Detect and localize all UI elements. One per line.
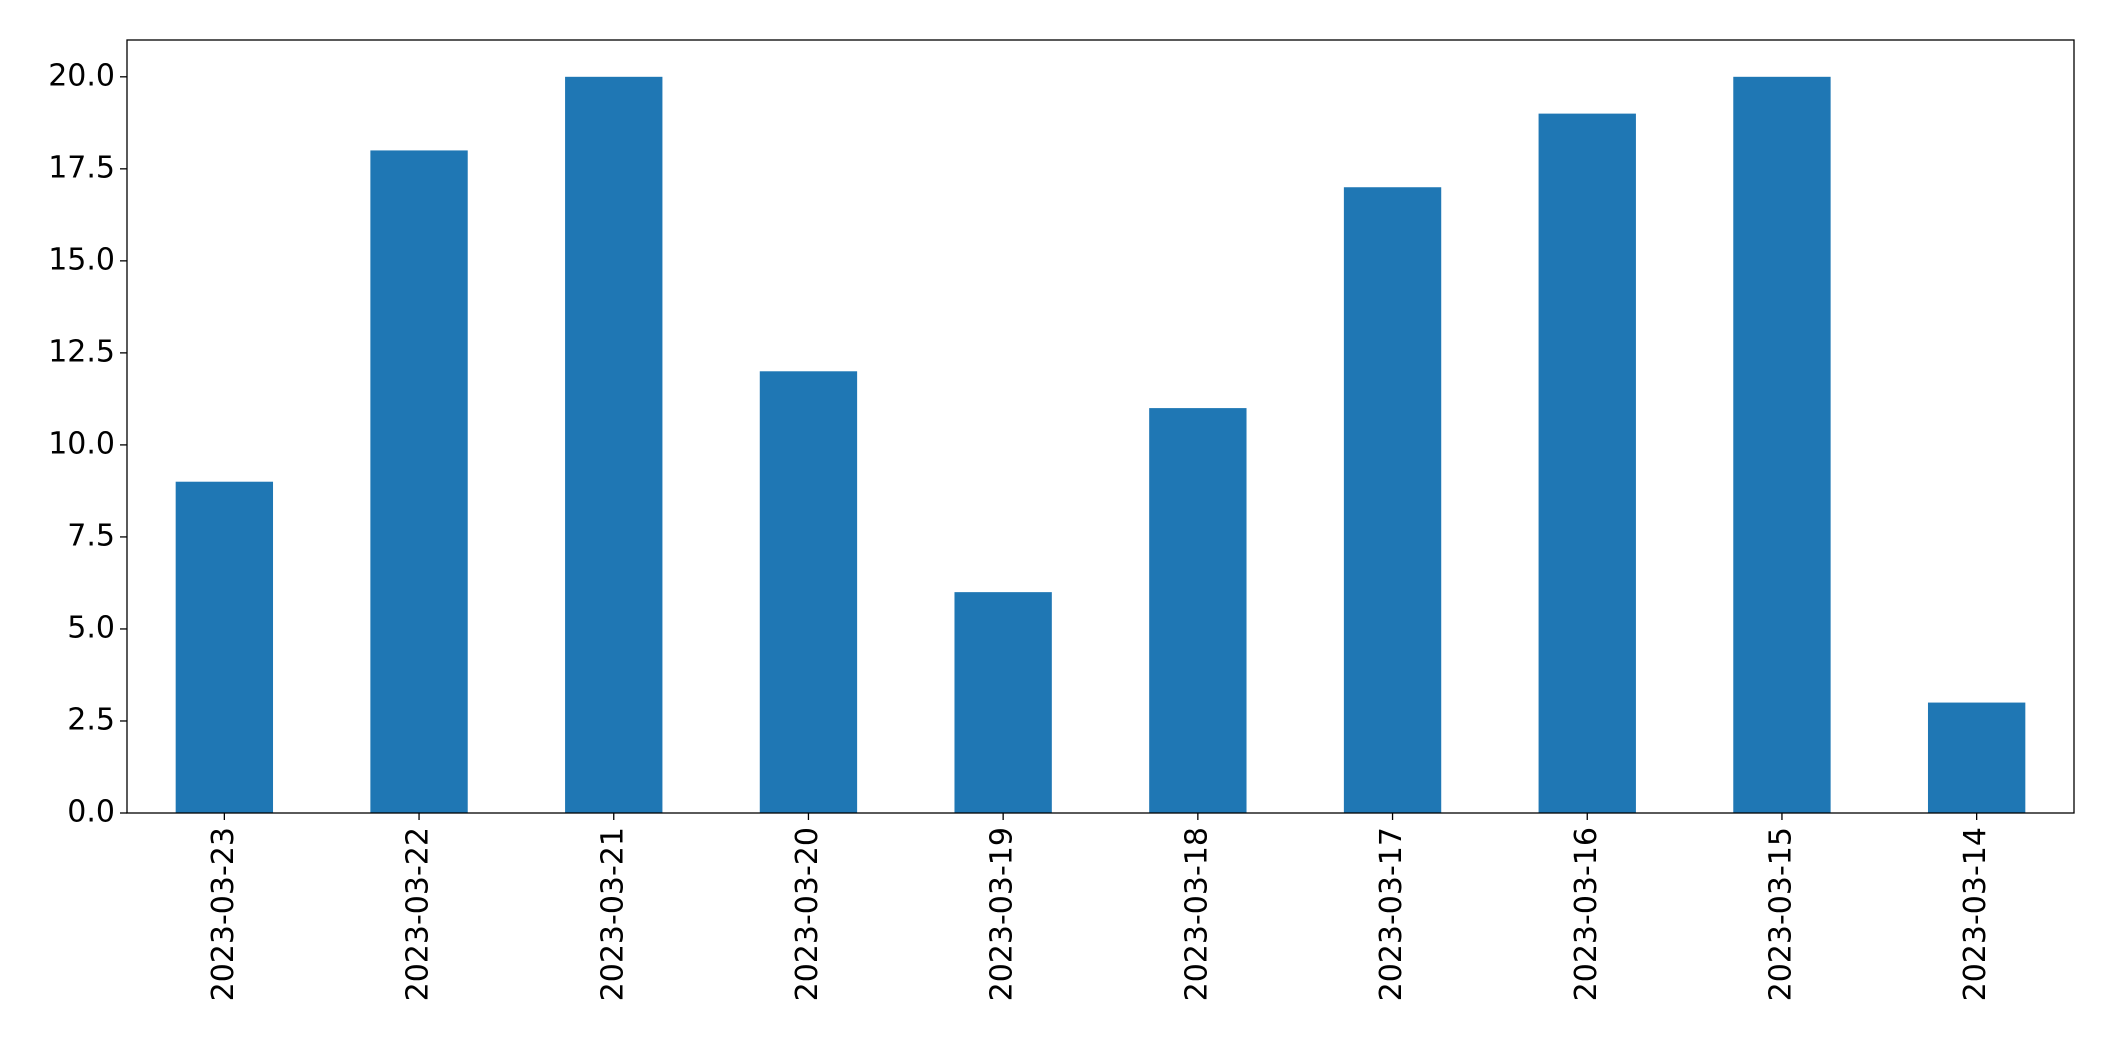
bar [1538,113,1636,814]
x-tick-label: 2023-03-15 [1763,827,1798,1001]
y-tick-label: 0.0 [67,795,115,830]
x-tick-label: 2023-03-20 [790,827,825,1001]
x-tick-label: 2023-03-17 [1374,827,1409,1001]
y-tick-label: 10.0 [48,426,115,461]
bar [1927,702,2026,813]
bar [1343,187,1442,813]
y-tick-label: 7.5 [67,518,115,553]
y-tick-label: 20.0 [48,58,115,93]
bar [370,150,468,813]
bar [1733,76,1831,814]
x-tick-label: 2023-03-18 [1179,827,1214,1001]
bar [565,76,663,814]
x-tick-label: 2023-03-19 [985,827,1020,1001]
x-tick-label: 2023-03-21 [595,827,630,1001]
x-tick-label: 2023-03-22 [401,827,436,1001]
x-tick-label: 2023-03-14 [1958,827,1993,1001]
y-tick-label: 12.5 [48,334,115,369]
x-tick-label: 2023-03-16 [1569,827,1604,1001]
bar [954,592,1052,813]
bar [1149,408,1247,813]
y-tick-label: 17.5 [48,150,115,185]
y-tick-label: 2.5 [67,702,115,737]
x-tick-label: 2023-03-23 [206,827,241,1001]
y-tick-label: 15.0 [48,242,115,277]
y-tick-label: 5.0 [67,610,115,645]
plot-frame [126,39,2075,814]
bar [759,371,858,813]
bar [175,481,274,813]
